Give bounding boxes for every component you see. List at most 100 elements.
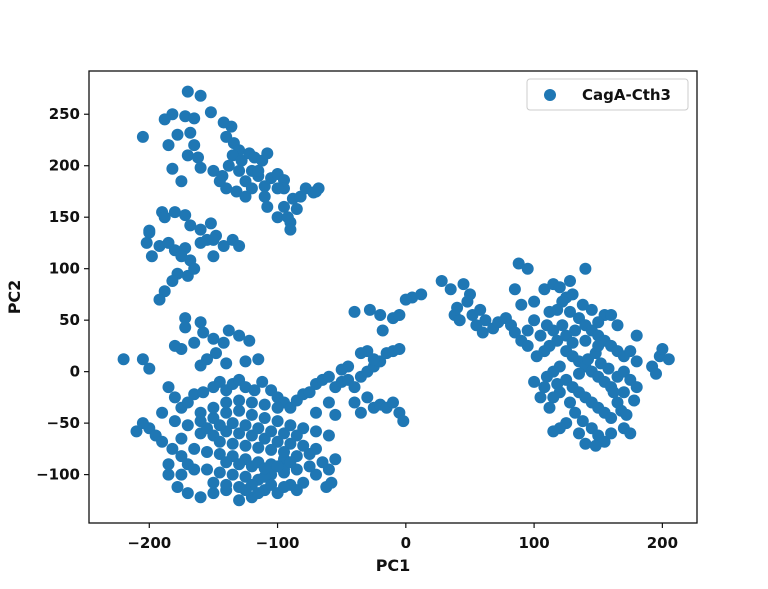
- data-point: [397, 415, 410, 428]
- data-point: [624, 427, 637, 440]
- data-point: [538, 381, 551, 394]
- data-point: [143, 226, 156, 239]
- data-point: [233, 404, 246, 417]
- data-point: [192, 151, 204, 164]
- data-point: [220, 478, 233, 491]
- data-point: [175, 450, 188, 463]
- x-tick-label: −100: [256, 534, 300, 552]
- data-point: [284, 437, 297, 450]
- data-point: [329, 453, 342, 466]
- data-point: [233, 240, 246, 252]
- data-point: [602, 362, 615, 375]
- data-point: [354, 406, 367, 419]
- y-axis-label: PC2: [5, 280, 24, 315]
- data-point: [226, 417, 239, 430]
- data-point: [605, 412, 618, 424]
- data-point: [569, 406, 582, 419]
- data-point: [617, 365, 630, 378]
- data-point: [179, 321, 192, 334]
- data-point: [476, 326, 489, 339]
- data-point: [363, 303, 376, 316]
- data-point: [543, 401, 556, 414]
- data-point: [393, 309, 406, 321]
- data-point: [284, 223, 297, 236]
- data-point: [508, 283, 521, 296]
- data-point: [265, 478, 278, 491]
- data-point: [197, 386, 210, 399]
- data-point: [140, 236, 153, 249]
- data-point: [512, 257, 525, 270]
- data-point: [175, 250, 188, 263]
- data-point: [278, 446, 290, 458]
- data-point: [543, 305, 556, 318]
- data-point: [188, 442, 201, 455]
- data-point: [620, 408, 633, 421]
- data-point: [226, 468, 239, 481]
- data-point: [258, 180, 271, 193]
- data-point: [479, 314, 492, 327]
- data-point: [235, 154, 248, 167]
- data-point: [576, 415, 589, 428]
- data-point: [213, 466, 226, 479]
- data-point: [166, 275, 179, 287]
- data-point: [217, 336, 230, 349]
- data-point: [213, 375, 226, 388]
- x-tick-label: 0: [401, 534, 411, 552]
- data-point: [181, 149, 194, 162]
- data-point: [194, 359, 207, 372]
- data-point: [605, 309, 618, 321]
- data-point: [220, 406, 233, 419]
- legend-marker: [544, 89, 556, 101]
- data-point: [553, 281, 566, 294]
- data-point: [387, 396, 399, 409]
- data-point: [662, 353, 675, 366]
- data-point: [145, 250, 158, 263]
- data-point: [611, 319, 624, 332]
- data-point: [252, 353, 265, 366]
- legend: CagA-Cth3: [526, 78, 689, 111]
- data-point: [181, 396, 194, 409]
- data-point: [376, 324, 389, 337]
- data-point: [278, 174, 290, 187]
- data-point: [252, 164, 265, 177]
- data-point: [153, 293, 166, 306]
- data-point: [194, 161, 207, 174]
- data-point: [201, 446, 213, 458]
- data-point: [153, 240, 166, 252]
- data-point: [564, 396, 576, 409]
- data-point: [217, 240, 230, 252]
- data-point: [521, 339, 534, 352]
- data-point: [278, 481, 290, 493]
- data-point: [158, 113, 171, 126]
- data-point: [540, 370, 553, 383]
- data-point: [573, 367, 585, 380]
- data-point: [310, 425, 322, 438]
- data-point: [617, 386, 630, 399]
- data-point: [213, 448, 226, 460]
- y-tick-label: 50: [59, 311, 80, 329]
- data-point: [278, 427, 290, 440]
- x-tick-label: −200: [127, 534, 171, 552]
- data-point: [361, 391, 374, 404]
- data-point: [162, 381, 175, 394]
- data-point: [258, 398, 271, 411]
- data-point: [158, 211, 171, 224]
- data-point: [220, 357, 233, 370]
- data-point: [579, 334, 592, 347]
- data-point: [225, 120, 238, 133]
- data-point: [530, 350, 543, 363]
- data-point: [322, 370, 335, 383]
- data-point: [143, 362, 156, 375]
- data-point: [607, 386, 620, 399]
- data-point: [547, 324, 560, 337]
- data-point: [547, 425, 560, 438]
- data-point: [564, 305, 576, 318]
- data-point: [179, 312, 192, 325]
- data-point: [589, 439, 602, 452]
- data-point: [528, 295, 541, 308]
- data-point: [233, 329, 246, 342]
- data-point: [207, 332, 220, 345]
- data-point: [303, 460, 316, 473]
- data-point: [628, 394, 641, 407]
